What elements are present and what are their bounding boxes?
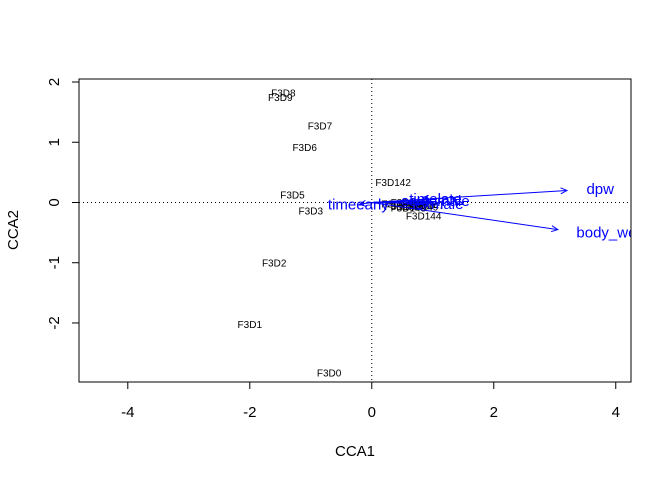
site-label: F3D144	[406, 212, 442, 223]
site-label: F3D1	[238, 320, 263, 331]
vector-label: sexmale	[408, 196, 464, 213]
site-label: F3D9	[268, 93, 293, 104]
y-tick-label: 2	[46, 78, 63, 86]
site-label: F3D5	[280, 191, 305, 202]
site-label: F3D7	[308, 121, 333, 132]
vector-label: timeearly	[328, 196, 389, 213]
x-axis-title: CCA1	[335, 443, 375, 460]
vector-label: dpw	[586, 181, 614, 198]
y-tick-label: -1	[46, 256, 63, 269]
site-label: F3D8	[271, 88, 296, 99]
vector-arrow	[371, 201, 558, 231]
site-label: F3D149	[403, 203, 439, 214]
vector-arrow	[359, 201, 372, 205]
reference-lines	[79, 79, 631, 382]
y-axis: -2 -1 0 1 2	[46, 78, 80, 330]
x-tick-label: 2	[490, 404, 498, 421]
site-label: F3D3	[299, 206, 324, 217]
x-tick-label: -4	[121, 404, 134, 421]
site-label: F3D150	[394, 202, 430, 213]
site-label: F3D143	[391, 203, 427, 214]
x-tick-label: 0	[368, 404, 376, 421]
site-label: F3D0	[317, 368, 342, 379]
vector-arrowhead	[550, 225, 559, 233]
x-tick-label: -2	[243, 404, 256, 421]
site-label: F3D145	[400, 200, 436, 211]
y-axis-title: CCA2	[5, 210, 22, 250]
x-axis: -4 -2 0 2 4	[121, 381, 620, 421]
y-tick-label: 0	[46, 198, 63, 206]
x-tick-label: 4	[612, 404, 620, 421]
site-label: F3D2	[262, 259, 287, 270]
site-label: F3D141	[381, 200, 417, 211]
plot-frame	[78, 78, 632, 383]
vector-arrowhead	[358, 199, 367, 207]
site-label: F3D142	[375, 178, 411, 189]
site-label: F3D148	[384, 202, 420, 213]
site-label: F3D6	[292, 143, 317, 154]
vector-label: body_weight	[576, 224, 661, 241]
y-tick-label: 1	[46, 138, 63, 146]
vector-label: sexfemale	[401, 193, 469, 210]
vector-arrowhead	[560, 187, 569, 195]
vector-arrowhead	[423, 200, 431, 208]
site-label: F3D147	[409, 201, 445, 212]
y-tick-label: -2	[46, 316, 63, 329]
vector-arrow	[371, 201, 430, 205]
